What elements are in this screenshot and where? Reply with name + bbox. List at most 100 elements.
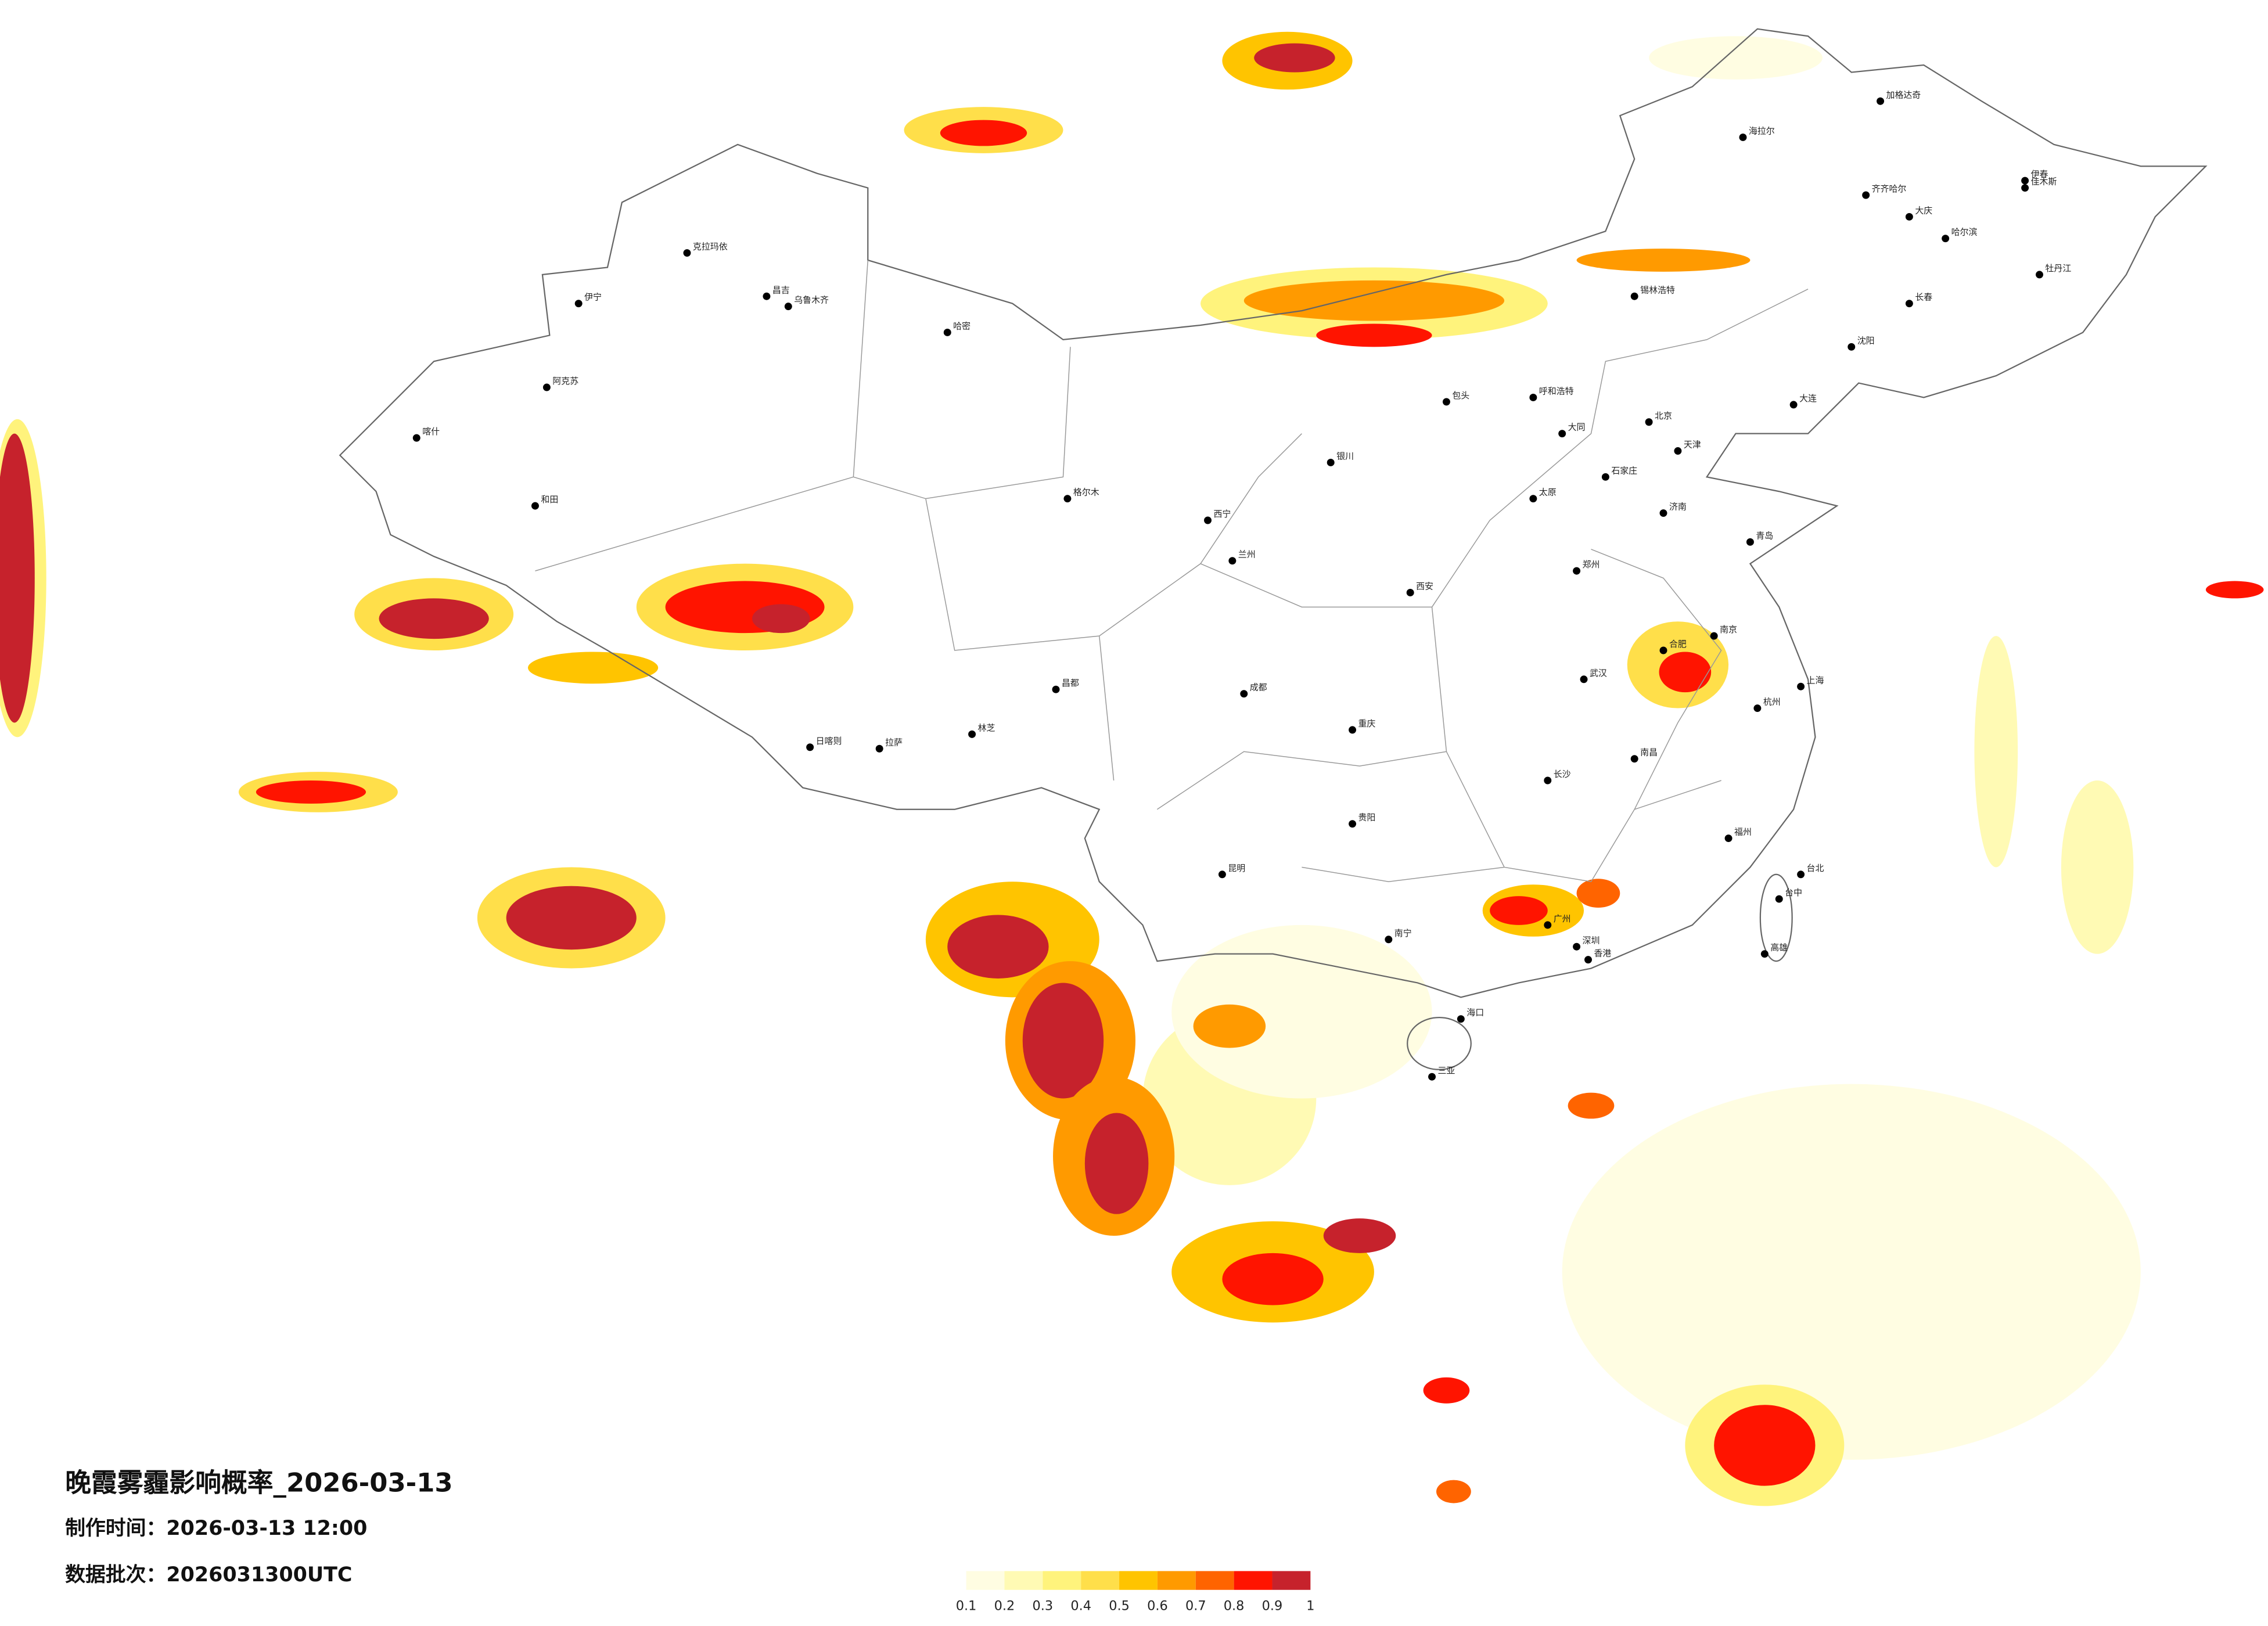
city-dot [968,730,976,738]
legend-label: 0.6 [1147,1599,1168,1614]
city-dot [1457,1015,1465,1023]
city-label: 台北 [1807,863,1824,873]
city-label: 哈密 [953,321,971,331]
field-patch [1423,1377,1470,1404]
city-label: 成都 [1250,682,1267,693]
boundary [339,28,2208,1070]
city-label: 杭州 [1763,697,1781,707]
city-dot [2021,177,2029,185]
field-patch [1222,1253,1324,1305]
city-dot [1674,447,1682,455]
legend-swatch [1043,1571,1081,1590]
field-patch [1490,896,1548,925]
city-label: 阿克苏 [552,376,578,386]
city-label: 日喀则 [816,736,842,746]
legend: 0.1 0.2 0.3 0.4 0.5 0.6 0.7 0.8 0.9 1 [956,1571,1314,1614]
city-label: 三亚 [1437,1065,1455,1075]
city-label: 高雄 [1770,942,1788,953]
city-label: 乌鲁木齐 [794,295,829,305]
city-label: 合肥 [1669,639,1687,649]
city-dot [1228,557,1237,565]
city-label: 长春 [1915,292,1932,303]
city-label: 锡林浩特 [1640,285,1675,295]
city-dot [1327,458,1335,466]
city-label: 林芝 [978,722,995,733]
city-dot [1877,97,1885,105]
city-dot [1789,401,1798,409]
field-patch [947,915,1049,979]
city-dot [1775,895,1783,903]
produced-time: 制作时间：2026-03-13 12:00 [65,1517,367,1540]
map-title: 晚霞雾霾影响概率_2026-03-13 [65,1467,453,1498]
city-dot [1428,1073,1436,1081]
legend-label: 0.1 [956,1599,977,1614]
city-label: 台中 [1785,887,1802,898]
city-label: 南京 [1720,624,1737,635]
city-label: 太原 [1539,487,1557,498]
city-dot [1573,942,1581,951]
city-label: 兰州 [1238,549,1256,560]
city-label: 格尔木 [1073,487,1099,498]
city-dot [574,300,583,308]
city-dot [1710,632,1718,640]
data-batch: 数据批次：2026031300UTC [65,1563,352,1587]
city-dot [1529,393,1537,401]
city-dot [1573,567,1581,575]
city-dot [1753,704,1762,713]
city-label: 天津 [1684,440,1701,450]
probability-field [0,31,2264,1506]
city-dot [1746,538,1754,546]
city-dot [1558,430,1566,438]
legend-swatch [1081,1571,1120,1590]
city-label: 齐齐哈尔 [1872,184,1907,194]
field-patch [506,886,637,950]
city-label: 大同 [1568,422,1586,433]
field-patch [1171,924,1432,1099]
legend-swatch [1272,1571,1311,1590]
city-label: 石家庄 [1611,465,1637,476]
city-dot [806,743,814,751]
field-patch [1193,1004,1266,1048]
city-dot [531,502,539,510]
city-dot [542,383,551,391]
city-dot [784,303,792,311]
city-label: 济南 [1669,502,1687,512]
city-label: 武汉 [1590,668,1607,678]
city-label: 昆明 [1228,863,1245,873]
city-dot [1349,726,1357,734]
city-dot [1942,235,1950,243]
city-dot [1240,690,1248,698]
city-label: 广州 [1554,913,1571,924]
city-label: 昌吉 [772,285,790,295]
city-label: 西安 [1416,581,1433,591]
city-dot [1052,685,1060,693]
city-dot [1529,495,1537,503]
city-dot [1204,516,1212,524]
field-patch [528,652,659,684]
city-label: 大连 [1799,393,1817,404]
field-patch [2205,581,2264,599]
city-label: 深圳 [1583,935,1600,945]
city-label: 南宁 [1394,928,1412,938]
legend-swatch [1119,1571,1158,1590]
field-patch [1316,323,1432,347]
city-dot [763,292,771,300]
city-dot [1760,950,1769,958]
field-patch [1659,652,1712,693]
field-patch [1974,636,2018,868]
city-label: 佳木斯 [2031,177,2057,187]
city-dot [1659,509,1667,517]
legend-label: 0.5 [1109,1599,1130,1614]
city-label: 喀什 [422,426,440,437]
city-label: 伊春 [2031,169,2048,179]
city-label: 青岛 [1756,530,1773,541]
legend-label: 0.3 [1033,1599,1054,1614]
city-dot [1848,343,1856,351]
legend-swatch [966,1571,1005,1590]
field-patch [0,433,35,723]
field-patch [256,780,366,804]
city-label: 银川 [1336,451,1354,461]
field-patch [1576,249,1751,272]
city-label: 牡丹江 [2045,263,2071,274]
